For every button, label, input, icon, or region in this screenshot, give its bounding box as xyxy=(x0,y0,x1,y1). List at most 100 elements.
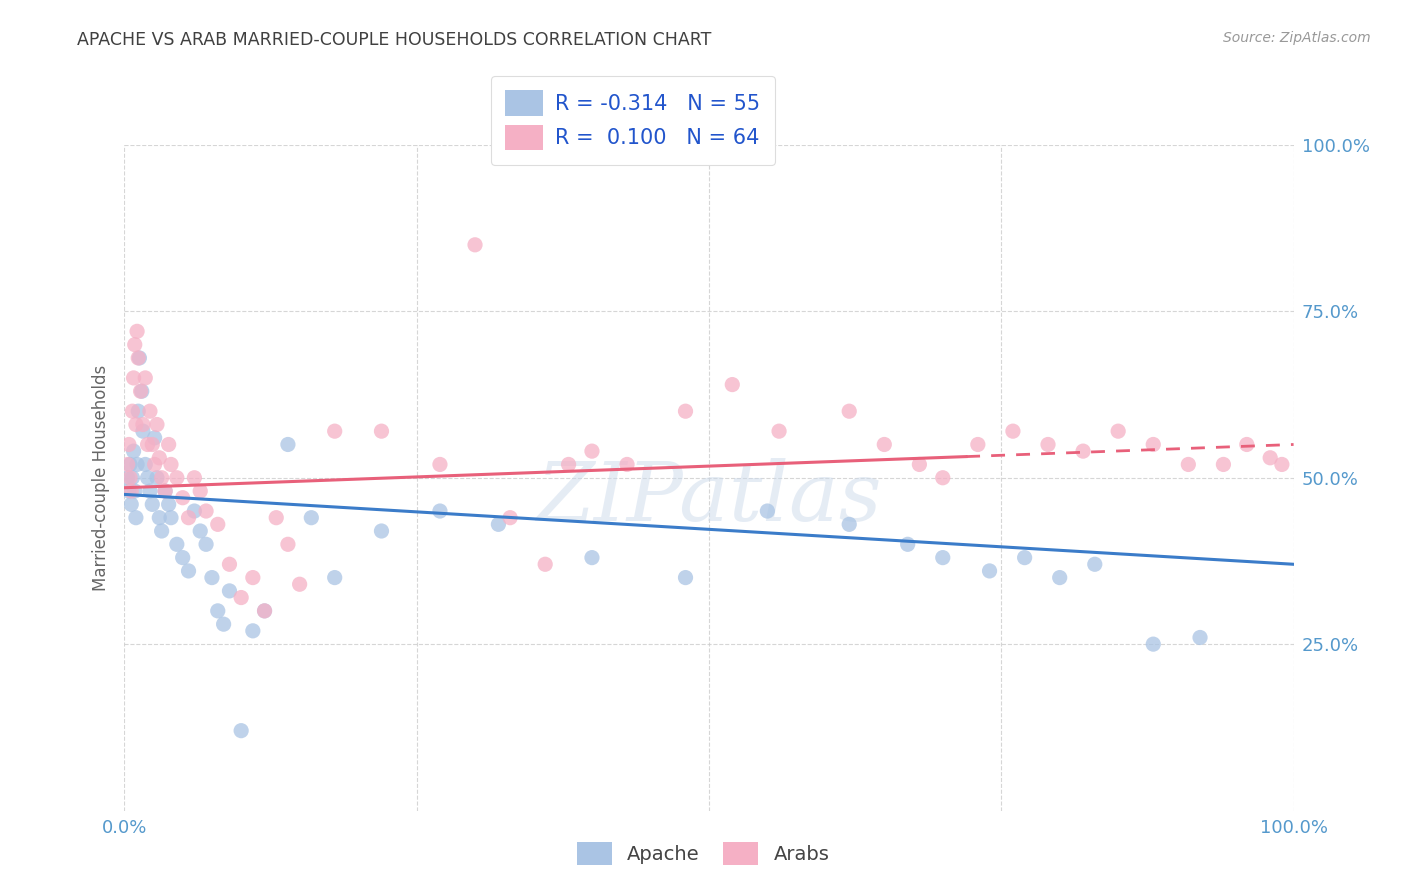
Text: ZIPatlas: ZIPatlas xyxy=(536,458,882,538)
Point xyxy=(218,583,240,598)
Point xyxy=(120,484,142,499)
Point xyxy=(136,471,159,485)
Point xyxy=(183,504,205,518)
Point xyxy=(146,417,169,432)
Point xyxy=(323,571,346,585)
Point xyxy=(117,458,139,472)
Point xyxy=(207,604,229,618)
Point xyxy=(1177,458,1199,472)
Point xyxy=(897,537,920,551)
Point xyxy=(370,424,392,438)
Point xyxy=(1142,637,1164,651)
Point xyxy=(125,324,148,338)
Point xyxy=(120,458,142,472)
Point xyxy=(143,431,166,445)
Point xyxy=(122,444,145,458)
Point xyxy=(231,723,253,738)
Point xyxy=(195,537,218,551)
Point xyxy=(212,617,235,632)
Point xyxy=(141,437,163,451)
Point xyxy=(429,458,451,472)
Point xyxy=(581,550,603,565)
Point xyxy=(1189,631,1212,645)
Point xyxy=(131,384,153,399)
Point xyxy=(499,510,522,524)
Point xyxy=(166,471,188,485)
Point xyxy=(323,424,346,438)
Point xyxy=(1084,558,1107,572)
Point xyxy=(177,510,200,524)
Point xyxy=(134,458,156,472)
Point xyxy=(132,417,155,432)
Point xyxy=(1258,450,1281,465)
Point xyxy=(908,458,931,472)
Point xyxy=(125,458,148,472)
Point xyxy=(231,591,253,605)
Point xyxy=(134,371,156,385)
Point xyxy=(201,571,224,585)
Point xyxy=(873,437,896,451)
Point xyxy=(838,404,860,418)
Point xyxy=(150,524,173,538)
Point xyxy=(132,424,155,438)
Point xyxy=(143,458,166,472)
Point xyxy=(1107,424,1129,438)
Point xyxy=(242,624,264,638)
Point xyxy=(172,491,194,505)
Point xyxy=(166,537,188,551)
Point xyxy=(150,471,173,485)
Point xyxy=(136,437,159,451)
Point xyxy=(141,497,163,511)
Point xyxy=(429,504,451,518)
Point xyxy=(118,484,141,499)
Point xyxy=(616,458,638,472)
Point xyxy=(768,424,790,438)
Point xyxy=(242,571,264,585)
Point xyxy=(127,351,149,365)
Point xyxy=(160,510,183,524)
Text: APACHE VS ARAB MARRIED-COUPLE HOUSEHOLDS CORRELATION CHART: APACHE VS ARAB MARRIED-COUPLE HOUSEHOLDS… xyxy=(77,31,711,49)
Point xyxy=(1236,437,1258,451)
Point xyxy=(124,337,146,351)
Point xyxy=(125,417,148,432)
Point xyxy=(1014,550,1036,565)
Point xyxy=(932,471,955,485)
Point xyxy=(120,471,142,485)
Point xyxy=(120,497,142,511)
Point xyxy=(756,504,779,518)
Point xyxy=(557,458,579,472)
Point xyxy=(277,437,299,451)
Point xyxy=(288,577,311,591)
Legend: R = -0.314   N = 55, R =  0.100   N = 64: R = -0.314 N = 55, R = 0.100 N = 64 xyxy=(491,76,775,165)
Point xyxy=(118,437,141,451)
Point xyxy=(534,558,557,572)
Point xyxy=(148,450,170,465)
Legend: Apache, Arabs: Apache, Arabs xyxy=(567,832,839,875)
Point xyxy=(157,437,180,451)
Point xyxy=(121,404,143,418)
Point xyxy=(177,564,200,578)
Point xyxy=(1001,424,1024,438)
Point xyxy=(127,404,149,418)
Point xyxy=(157,497,180,511)
Point xyxy=(139,484,162,499)
Point xyxy=(207,517,229,532)
Point xyxy=(1142,437,1164,451)
Point xyxy=(153,484,176,499)
Point xyxy=(299,510,322,524)
Point xyxy=(486,517,509,532)
Point xyxy=(966,437,988,451)
Point xyxy=(464,237,486,252)
Point xyxy=(581,444,603,458)
Point xyxy=(675,404,697,418)
Point xyxy=(1271,458,1294,472)
Point xyxy=(1212,458,1234,472)
Point xyxy=(1049,571,1071,585)
Y-axis label: Married-couple Households: Married-couple Households xyxy=(93,365,110,591)
Point xyxy=(160,458,183,472)
Text: Source: ZipAtlas.com: Source: ZipAtlas.com xyxy=(1223,31,1371,45)
Point xyxy=(153,484,176,499)
Point xyxy=(264,510,287,524)
Point xyxy=(148,510,170,524)
Point xyxy=(128,351,150,365)
